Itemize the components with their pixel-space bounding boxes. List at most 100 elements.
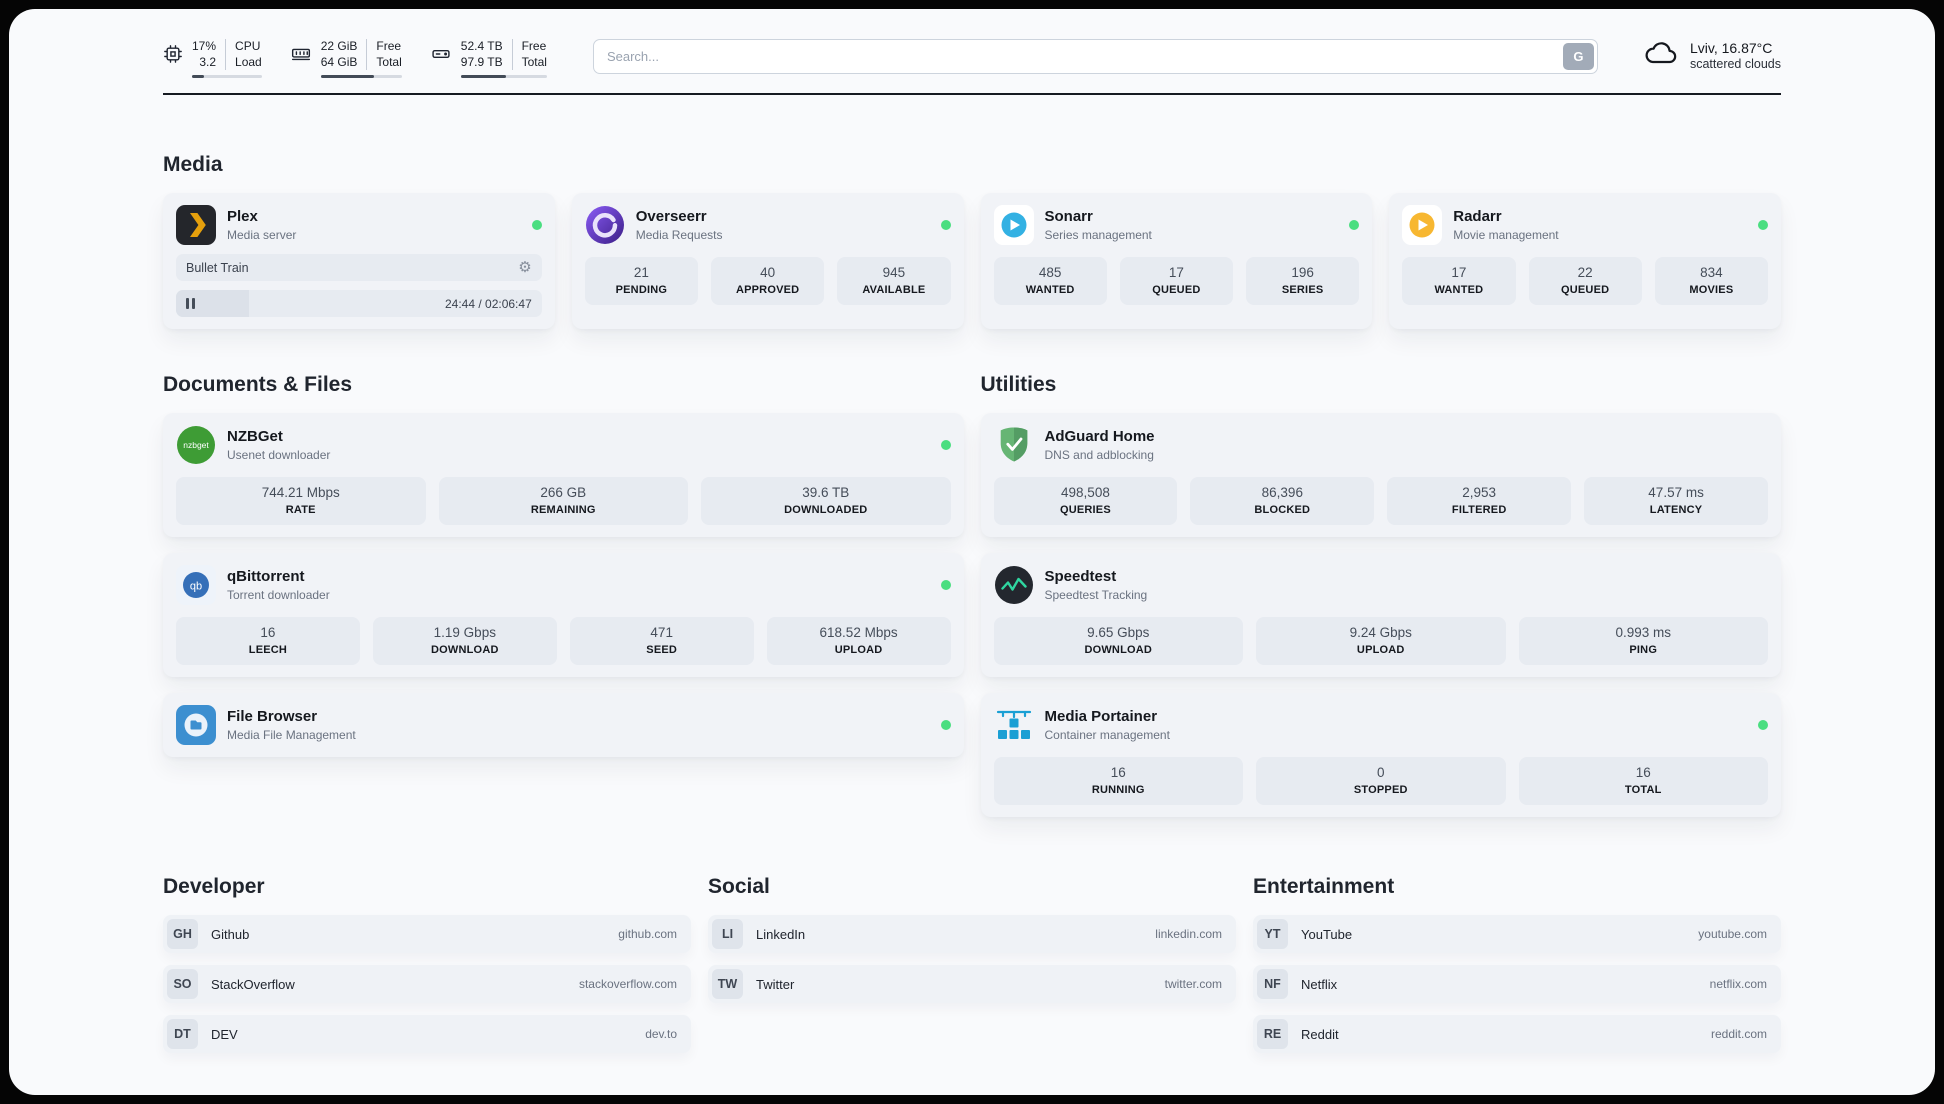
plex-card[interactable]: Plex Media server Bullet Train ⚙ 24:44 /… (163, 193, 555, 330)
speedtest-icon (994, 565, 1034, 605)
bookmark-dev[interactable]: DT DEV dev.to (163, 1015, 691, 1054)
stat-movies: 834 MOVIES (1654, 257, 1768, 306)
section-title-social: Social (708, 875, 770, 899)
plex-icon (176, 205, 216, 246)
cpu-load-label: Load (235, 54, 262, 69)
stat-wanted: 17 WANTED (1402, 257, 1516, 306)
section-entertainment: Entertainment YT YouTube youtube.com NF … (1253, 875, 1781, 1054)
qbittorrent-card[interactable]: qb qBittorrent Torrent downloader (163, 553, 964, 678)
disk-free-label: Free (521, 39, 547, 53)
overseerr-card[interactable]: Overseerr Media Requests 21 PENDING 40 A… (571, 193, 964, 330)
search-bar: G (592, 39, 1598, 74)
radarr-card[interactable]: Radarr Movie management 17 WANTED 22 QUE… (1389, 193, 1781, 330)
file-browser-card[interactable]: File Browser Media File Management (163, 693, 964, 758)
stat-rate: 744.21 Mbps RATE (176, 477, 426, 526)
adguard-shield-icon (994, 425, 1034, 465)
bookmark-url: stackoverflow.com (578, 977, 677, 992)
disk-total-label: Total (521, 54, 547, 69)
app-desc: Media Requests (635, 228, 723, 243)
weather-location: Lviv, 16.87°C (1689, 40, 1773, 56)
section-utilities: Utilities (980, 373, 1781, 818)
cpu-label: CPU (235, 39, 261, 53)
dashboard-page: 17% 3.2 CPU Load (9, 9, 1935, 1095)
status-dot-online (940, 220, 951, 231)
cloud-icon (1644, 39, 1680, 72)
stat-seed: 471 SEED (569, 617, 754, 666)
app-name: Plex (227, 208, 258, 226)
bookmark-url: linkedin.com (1155, 927, 1222, 942)
ram-usage-bar-fill (320, 75, 375, 79)
bookmark-reddit[interactable]: RE Reddit reddit.com (1253, 1015, 1781, 1054)
app-desc: Series management (1044, 228, 1152, 243)
stat-running: 16 RUNNING (993, 757, 1243, 806)
stat-queued: 17 QUEUED (1119, 257, 1233, 306)
status-dot-online (940, 720, 951, 731)
cpu-icon (163, 39, 183, 69)
app-name: Media Portainer (1044, 708, 1158, 726)
stat-approved: 40 APPROVED (711, 257, 825, 306)
bookmark-youtube[interactable]: YT YouTube youtube.com (1253, 915, 1781, 954)
nzbget-card[interactable]: nzbget NZBGet Usenet downloader 74 (163, 413, 964, 538)
status-dot-online (1758, 220, 1768, 231)
section-title-media: Media (163, 153, 223, 177)
speedtest-card[interactable]: Speedtest Speedtest Tracking 9.65 Gbps D… (980, 553, 1781, 678)
bookmark-abbr: DT (167, 1019, 198, 1050)
bookmark-name: Github (211, 926, 250, 942)
stat-pending: 21 PENDING (584, 257, 698, 306)
ram-free-value: 22 GiB (320, 39, 358, 53)
bookmark-stackoverflow[interactable]: SO StackOverflow stackoverflow.com (163, 965, 691, 1004)
stat-latency: 47.57 ms LATENCY (1584, 477, 1768, 526)
app-name: AdGuard Home (1044, 428, 1155, 446)
search-input[interactable] (592, 39, 1598, 74)
svg-text:qb: qb (190, 581, 202, 593)
stat-total: 16 TOTAL (1518, 757, 1768, 806)
gear-icon[interactable]: ⚙ (518, 259, 532, 277)
nzbget-icon: nzbget (176, 425, 216, 465)
bookmark-abbr: TW (712, 969, 743, 1000)
stat-download: 1.19 Gbps DOWNLOAD (372, 617, 557, 666)
stat-series: 196 SERIES (1246, 257, 1360, 306)
app-desc: Speedtest Tracking (1044, 588, 1148, 603)
bookmark-abbr: YT (1257, 919, 1288, 950)
bookmark-netflix[interactable]: NF Netflix netflix.com (1253, 965, 1781, 1004)
cpu-usage-widget: 17% 3.2 CPU Load (163, 39, 262, 79)
bookmark-name: Reddit (1301, 1026, 1339, 1042)
app-desc: Media server (227, 228, 297, 243)
overseerr-icon (585, 205, 625, 245)
bookmark-name: Netflix (1301, 976, 1338, 992)
stat-wanted: 485 WANTED (993, 257, 1107, 306)
section-media: Media Plex Media server (163, 153, 1781, 330)
stat-available: 945 AVAILABLE (837, 257, 951, 306)
bookmark-url: dev.to (645, 1027, 677, 1042)
stat-queued: 22 QUEUED (1528, 257, 1642, 306)
bookmark-twitter[interactable]: TW Twitter twitter.com (708, 965, 1236, 1004)
bookmark-linkedin[interactable]: LI LinkedIn linkedin.com (708, 915, 1236, 954)
adguard-home-card[interactable]: AdGuard Home DNS and adblocking 498,508 … (980, 413, 1781, 538)
disk-total-value: 97.9 TB (460, 54, 503, 69)
system-stats: 17% 3.2 CPU Load (163, 37, 547, 79)
stat-ping: 0.993 ms PING (1518, 617, 1768, 666)
bookmark-abbr: RE (1257, 1019, 1288, 1050)
app-name: Radarr (1453, 208, 1502, 226)
disk-free-value: 52.4 TB (460, 39, 503, 53)
app-name: File Browser (227, 708, 318, 726)
search-provider-button[interactable]: G (1562, 43, 1594, 70)
stat-downloaded: 39.6 TB DOWNLOADED (701, 477, 951, 526)
stat-remaining: 266 GB REMAINING (438, 477, 688, 526)
pause-icon[interactable] (186, 298, 195, 310)
status-dot-online (940, 580, 951, 591)
bookmark-url: twitter.com (1164, 977, 1222, 992)
playback-progress-bar: 24:44 / 02:06:47 (176, 290, 542, 318)
sonarr-card[interactable]: Sonarr Series management 485 WANTED 17 Q… (980, 193, 1373, 330)
status-dot-online (1349, 220, 1360, 231)
portainer-card[interactable]: Media Portainer Container management 16 … (980, 693, 1781, 818)
bookmark-name: Twitter (756, 976, 795, 992)
app-desc: Movie management (1453, 228, 1559, 243)
disk-usage-bar (460, 75, 547, 79)
cpu-percent-value: 17% (192, 39, 217, 53)
app-desc: DNS and adblocking (1044, 448, 1154, 463)
bookmark-github[interactable]: GH Github github.com (163, 915, 691, 954)
status-dot-online (531, 220, 542, 231)
section-title-developer: Developer (163, 875, 265, 899)
